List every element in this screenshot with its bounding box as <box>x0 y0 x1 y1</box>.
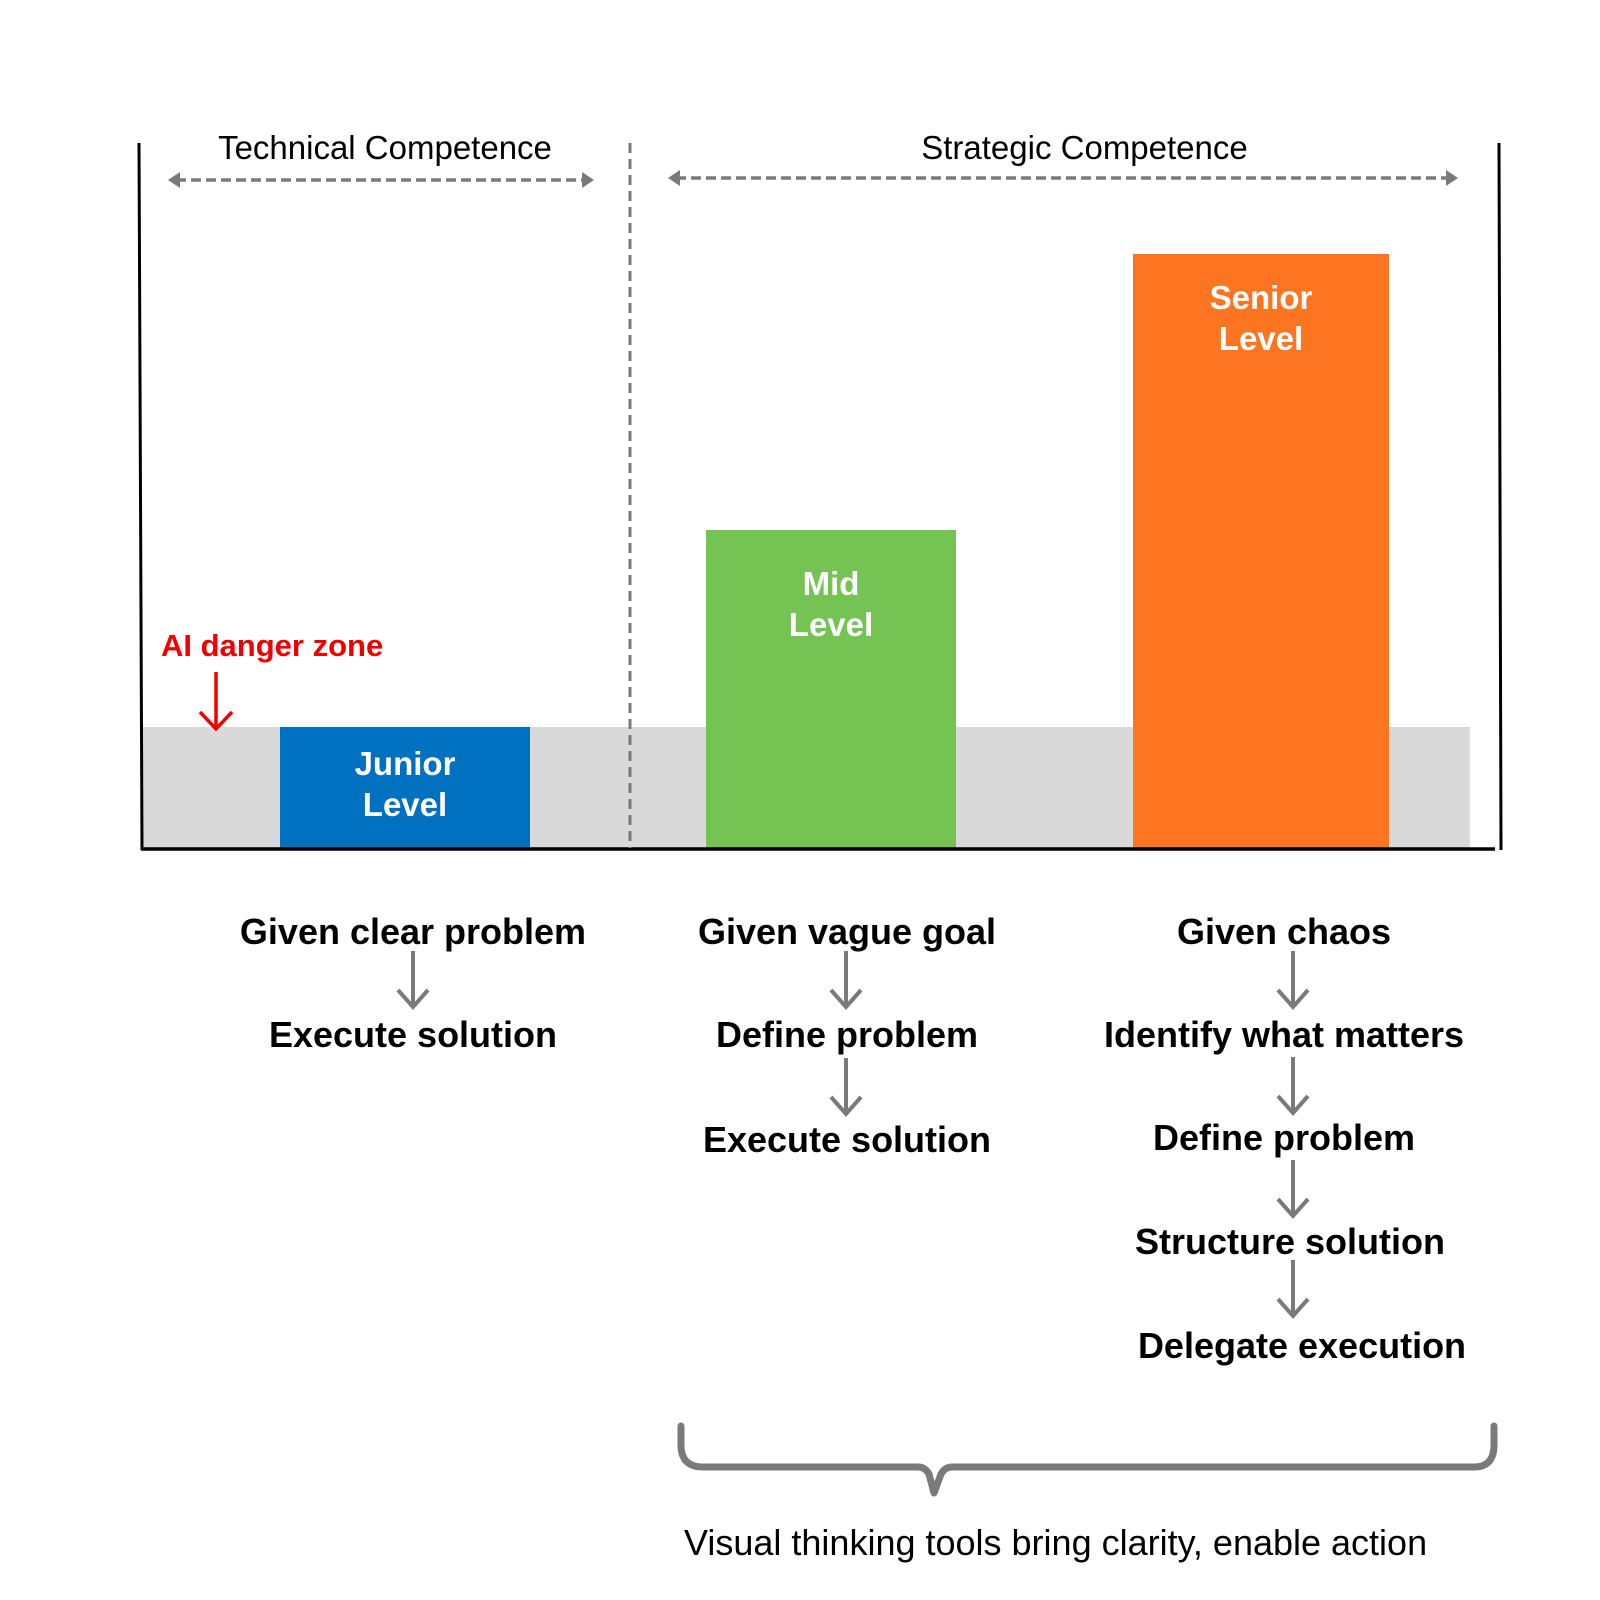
bar-mid-level: Mid Level <box>706 530 956 848</box>
mid-step-2: Define problem <box>715 1014 979 1055</box>
senior-step-2: Identify what matters <box>1103 1014 1465 1055</box>
flow-arrow-icon <box>396 951 430 1011</box>
senior-step-1: Given chaos <box>1176 911 1392 952</box>
bar-mid-label-line1: Mid <box>802 565 860 602</box>
senior-step-4: Structure solution <box>1134 1221 1446 1262</box>
bar-junior-level: Junior Level <box>280 727 530 848</box>
junior-step-2: Execute solution <box>268 1014 558 1055</box>
senior-step-3: Define problem <box>1152 1117 1416 1158</box>
mid-step-3: Execute solution <box>702 1119 992 1160</box>
strategic-range-arrow-icon <box>668 170 1458 186</box>
axis-right <box>1497 142 1503 851</box>
curly-brace-icon <box>677 1422 1498 1497</box>
junior-step-1: Given clear problem <box>239 911 587 952</box>
bar-junior-label-line1: Junior <box>354 745 456 782</box>
flow-arrow-icon <box>829 951 863 1118</box>
mid-step-1: Given vague goal <box>697 911 997 952</box>
flow-arrow-icon <box>1276 951 1310 1320</box>
danger-arrow-icon <box>198 672 234 732</box>
technical-range-arrow-icon <box>168 172 594 188</box>
bar-mid-label-line2: Level <box>788 606 874 643</box>
strategic-competence-label: Strategic Competence <box>921 129 1248 166</box>
bar-junior-label-line2: Level <box>362 786 448 823</box>
ai-danger-zone-label: AI danger zone <box>161 628 384 663</box>
brace-caption: Visual thinking tools bring clarity, ena… <box>684 1522 1428 1563</box>
bar-senior-level: Senior Level <box>1133 254 1389 848</box>
axis-left <box>137 142 144 851</box>
bar-senior-label-line2: Level <box>1218 320 1304 357</box>
senior-step-5: Delegate execution <box>1137 1325 1467 1366</box>
technical-competence-label: Technical Competence <box>218 129 552 166</box>
bar-senior-label-line1: Senior <box>1209 279 1313 316</box>
